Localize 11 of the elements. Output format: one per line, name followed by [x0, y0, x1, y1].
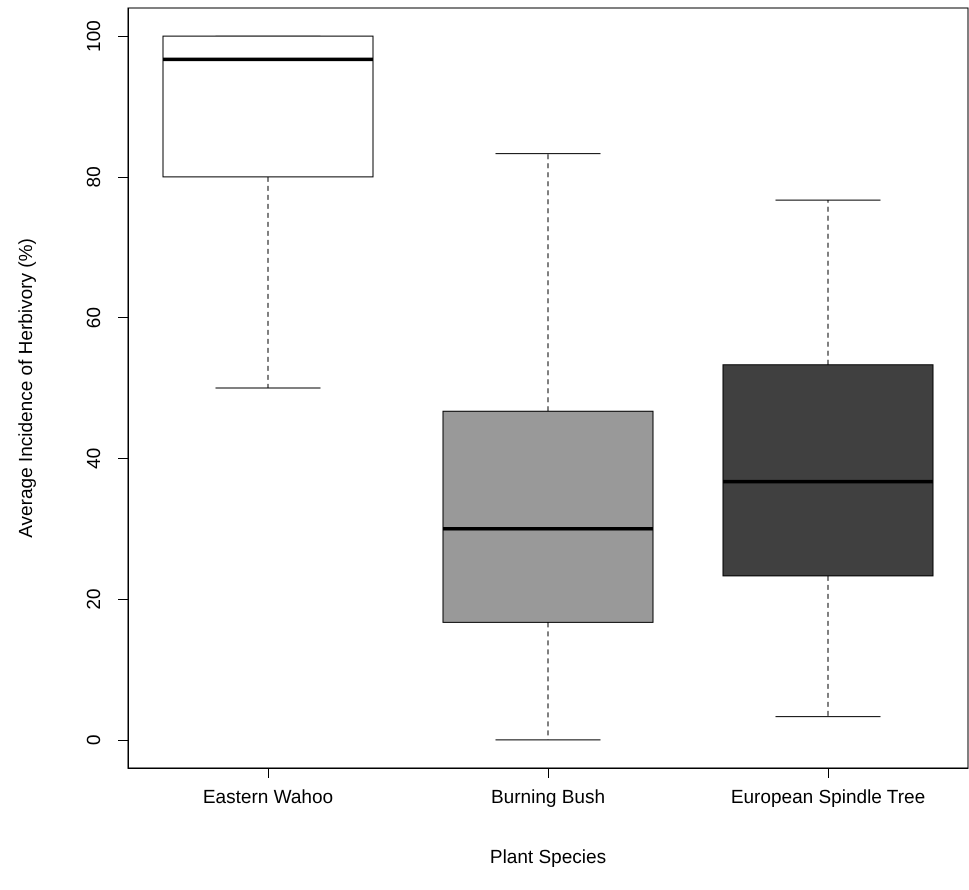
y-tick-label: 80 [84, 166, 105, 188]
y-axis-title: Average Incidence of Herbivory (%) [16, 238, 37, 538]
y-tick-label: 20 [84, 588, 105, 610]
x-tick-label: Burning Bush [490, 787, 606, 808]
x-tick-label: European Spindle Tree [730, 787, 926, 808]
y-tick-label: 60 [84, 307, 105, 328]
y-tick-label: 100 [84, 20, 105, 52]
x-tick-label: Eastern Wahoo [202, 787, 334, 808]
y-tick-label: 40 [84, 448, 105, 469]
y-tick-label: 0 [84, 734, 105, 746]
x-axis-title: Plant Species [490, 847, 606, 868]
